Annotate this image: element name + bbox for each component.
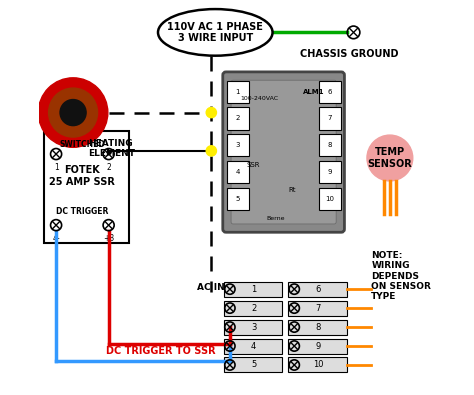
Text: DC TRIGGER TO SSR: DC TRIGGER TO SSR — [106, 346, 216, 356]
Bar — [224, 357, 283, 372]
Text: 2: 2 — [106, 163, 111, 172]
Text: 4: 4 — [251, 342, 256, 350]
Text: HEATING
ELEMENT: HEATING ELEMENT — [88, 139, 135, 158]
Text: NOTE:
WIRING
DEPENDS
ON SENSOR
TYPE: NOTE: WIRING DEPENDS ON SENSOR TYPE — [371, 251, 431, 301]
Text: 6: 6 — [328, 88, 332, 95]
Bar — [224, 282, 283, 297]
Text: AC IN: AC IN — [197, 283, 224, 292]
Circle shape — [206, 107, 217, 118]
Text: 2: 2 — [251, 304, 256, 312]
FancyBboxPatch shape — [227, 161, 249, 183]
FancyBboxPatch shape — [227, 188, 249, 210]
Text: +3: +3 — [103, 234, 114, 243]
FancyBboxPatch shape — [227, 107, 249, 130]
FancyBboxPatch shape — [227, 134, 249, 156]
Text: TEMP
SENSOR: TEMP SENSOR — [367, 147, 412, 169]
FancyBboxPatch shape — [227, 81, 249, 103]
Text: 10: 10 — [313, 361, 323, 369]
Text: 10: 10 — [325, 196, 334, 202]
Text: CHASSIS GROUND: CHASSIS GROUND — [301, 49, 399, 59]
Text: 8: 8 — [328, 142, 332, 149]
FancyBboxPatch shape — [319, 134, 341, 156]
Text: 4-: 4- — [52, 234, 60, 243]
Ellipse shape — [158, 9, 273, 56]
Text: 1: 1 — [54, 163, 58, 172]
Text: SWITCHED: SWITCHED — [59, 139, 105, 149]
Text: Rt: Rt — [288, 187, 295, 194]
FancyBboxPatch shape — [319, 161, 341, 183]
Text: 100-240VAC: 100-240VAC — [240, 96, 279, 101]
Text: 7: 7 — [315, 304, 321, 312]
Circle shape — [367, 135, 413, 181]
Circle shape — [206, 146, 217, 156]
Bar — [288, 320, 347, 335]
FancyBboxPatch shape — [223, 72, 345, 232]
Text: 1: 1 — [236, 88, 240, 95]
Circle shape — [60, 100, 86, 126]
Circle shape — [38, 78, 108, 147]
Text: 3: 3 — [236, 142, 240, 149]
Text: 1: 1 — [251, 285, 256, 293]
Text: 7: 7 — [328, 115, 332, 122]
Text: 3: 3 — [251, 323, 256, 331]
Text: 9: 9 — [315, 342, 320, 350]
Text: FOTEK
25 AMP SSR: FOTEK 25 AMP SSR — [49, 165, 115, 187]
Bar — [288, 282, 347, 297]
FancyBboxPatch shape — [319, 107, 341, 130]
Circle shape — [48, 88, 98, 137]
FancyBboxPatch shape — [319, 188, 341, 210]
Bar — [224, 339, 283, 354]
Bar — [44, 131, 129, 243]
Text: 9: 9 — [328, 169, 332, 175]
Text: 4: 4 — [236, 169, 240, 175]
Text: 8: 8 — [315, 323, 321, 331]
Bar — [288, 357, 347, 372]
Text: DC TRIGGER: DC TRIGGER — [56, 207, 109, 216]
Text: 2: 2 — [236, 115, 240, 122]
Bar — [224, 320, 283, 335]
Text: SSR: SSR — [247, 162, 260, 168]
Bar — [288, 301, 347, 316]
FancyBboxPatch shape — [319, 81, 341, 103]
Text: ALM1: ALM1 — [303, 88, 325, 95]
Text: Berne: Berne — [267, 216, 285, 220]
Text: 5: 5 — [236, 196, 240, 202]
Text: 5: 5 — [251, 361, 256, 369]
Bar — [224, 301, 283, 316]
Text: 110V AC 1 PHASE
3 WIRE INPUT: 110V AC 1 PHASE 3 WIRE INPUT — [167, 22, 263, 43]
Text: 6: 6 — [315, 285, 321, 293]
FancyBboxPatch shape — [231, 80, 336, 224]
Bar — [288, 339, 347, 354]
